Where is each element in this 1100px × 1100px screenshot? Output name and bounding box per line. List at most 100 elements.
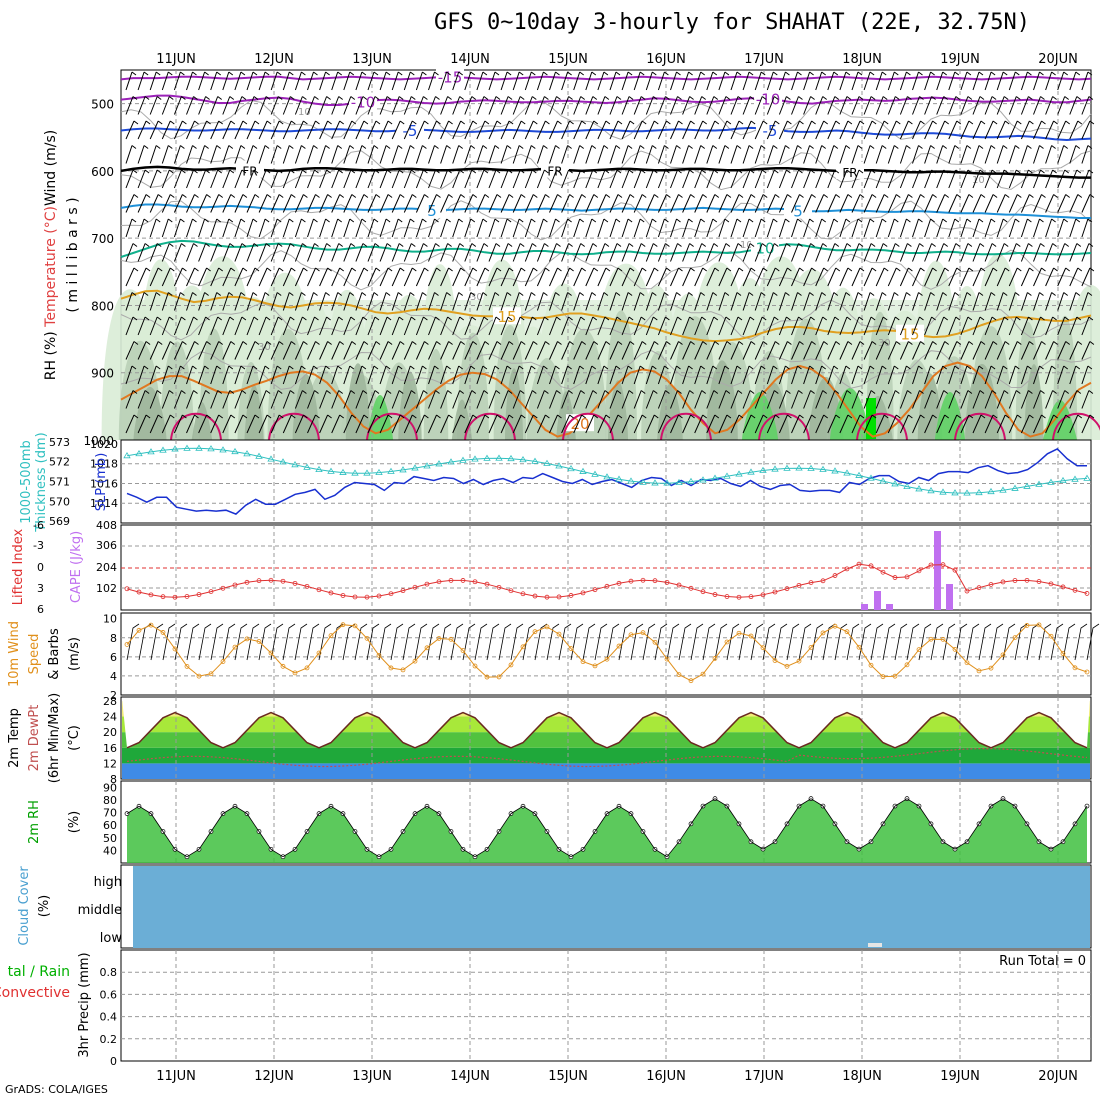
wind-barb bbox=[936, 120, 949, 140]
wind10m-barb bbox=[774, 623, 788, 661]
wind-barb bbox=[1081, 218, 1093, 238]
wind-barb bbox=[742, 218, 754, 238]
wind-barb bbox=[899, 120, 913, 140]
slp-thickness-lines bbox=[123, 444, 1091, 515]
wind-barb bbox=[561, 390, 573, 409]
wind-barb bbox=[415, 145, 427, 164]
wind-barb bbox=[379, 267, 393, 287]
rh-blob bbox=[244, 384, 264, 440]
wind-barb bbox=[791, 218, 802, 238]
wind-barb bbox=[803, 169, 815, 189]
wind-barb bbox=[440, 71, 451, 91]
wind-barb bbox=[996, 145, 1008, 164]
wind-barb bbox=[742, 341, 756, 360]
wind-barb bbox=[730, 169, 743, 189]
rh-blob bbox=[345, 363, 371, 440]
wind-barb bbox=[524, 390, 537, 409]
wind-barb bbox=[887, 414, 901, 434]
wind-barb bbox=[936, 390, 948, 409]
wind-barb bbox=[1081, 316, 1094, 336]
wind-barb bbox=[319, 120, 332, 140]
wind-barb bbox=[984, 341, 998, 360]
wind10m-barb bbox=[186, 623, 200, 661]
wind-barb bbox=[936, 365, 947, 385]
wind-barb bbox=[887, 71, 899, 91]
wind-barb bbox=[1057, 71, 1068, 91]
wind-barb bbox=[972, 96, 985, 115]
wind-barb bbox=[270, 316, 283, 336]
wind-barb bbox=[803, 218, 814, 238]
wind10m-barb bbox=[1074, 623, 1088, 661]
wind-barb bbox=[246, 243, 259, 262]
wind10m-barb bbox=[582, 623, 596, 661]
wind-barb bbox=[633, 169, 646, 189]
wind-barb bbox=[173, 267, 187, 287]
wind-barb bbox=[621, 292, 633, 311]
wind-marker bbox=[724, 639, 730, 645]
wind-barb bbox=[766, 145, 778, 164]
wind-barb bbox=[742, 267, 756, 287]
wind-barb bbox=[186, 71, 197, 91]
wind-barb bbox=[246, 120, 260, 140]
wind-barb bbox=[222, 145, 234, 164]
wind-marker bbox=[556, 631, 562, 637]
wind-barb bbox=[657, 145, 669, 164]
wind-barb bbox=[464, 243, 477, 262]
wind-barb bbox=[186, 341, 199, 360]
wind-barb bbox=[1008, 243, 1021, 262]
wind-barb bbox=[367, 414, 381, 434]
wind-barb bbox=[718, 243, 731, 262]
wind-barb bbox=[246, 145, 258, 164]
wind-barb bbox=[960, 365, 972, 385]
wind-barb bbox=[863, 316, 876, 336]
wind-barb bbox=[827, 145, 839, 164]
wind-line bbox=[126, 624, 1088, 682]
top-date-label: 18JUN bbox=[842, 52, 882, 67]
wind-barb bbox=[282, 120, 296, 140]
temp-ylabel-1: 2m Temp bbox=[7, 708, 22, 768]
temp-band bbox=[122, 747, 1090, 764]
wind-barb bbox=[452, 292, 463, 311]
wind-barb bbox=[355, 96, 368, 115]
wind-barb bbox=[766, 414, 780, 434]
wind-barb bbox=[512, 145, 524, 164]
wind10m-barb bbox=[390, 623, 404, 661]
wind-barb bbox=[633, 243, 646, 262]
wind-barb bbox=[210, 243, 222, 262]
wind-barb bbox=[742, 414, 756, 434]
wind-barb bbox=[500, 390, 513, 409]
wind-barb bbox=[391, 267, 405, 287]
wind-barb bbox=[234, 341, 248, 360]
wind-barb bbox=[500, 365, 512, 385]
wind-barb bbox=[415, 194, 429, 213]
wind10m-barb bbox=[726, 623, 740, 661]
wind-barb bbox=[996, 243, 1009, 262]
wind-barb bbox=[319, 194, 332, 213]
wind-barb bbox=[161, 390, 174, 409]
wind-barb bbox=[597, 414, 611, 434]
wind-barb bbox=[972, 218, 984, 238]
wind-barb bbox=[428, 267, 441, 287]
wind-barb bbox=[996, 316, 1009, 336]
wind-barb bbox=[440, 292, 451, 311]
wind-barb bbox=[391, 71, 403, 91]
wind-barb bbox=[573, 316, 585, 336]
wind-barb bbox=[452, 218, 463, 238]
top-date-label: 20JUN bbox=[1038, 52, 1078, 67]
wind-barb bbox=[1033, 243, 1045, 262]
wind-barb bbox=[621, 218, 633, 238]
wind-barb bbox=[549, 120, 562, 140]
wind-barb bbox=[657, 218, 669, 238]
wind10m-barb bbox=[882, 623, 896, 661]
isotherm-line bbox=[120, 361, 1092, 438]
wind-barb bbox=[137, 145, 149, 164]
wind-barb bbox=[307, 169, 319, 189]
wind-barb bbox=[549, 218, 560, 238]
wind-barb bbox=[1057, 120, 1070, 140]
wind-barb bbox=[403, 267, 417, 287]
wind-barb bbox=[960, 243, 973, 262]
wind-barb bbox=[718, 120, 732, 140]
